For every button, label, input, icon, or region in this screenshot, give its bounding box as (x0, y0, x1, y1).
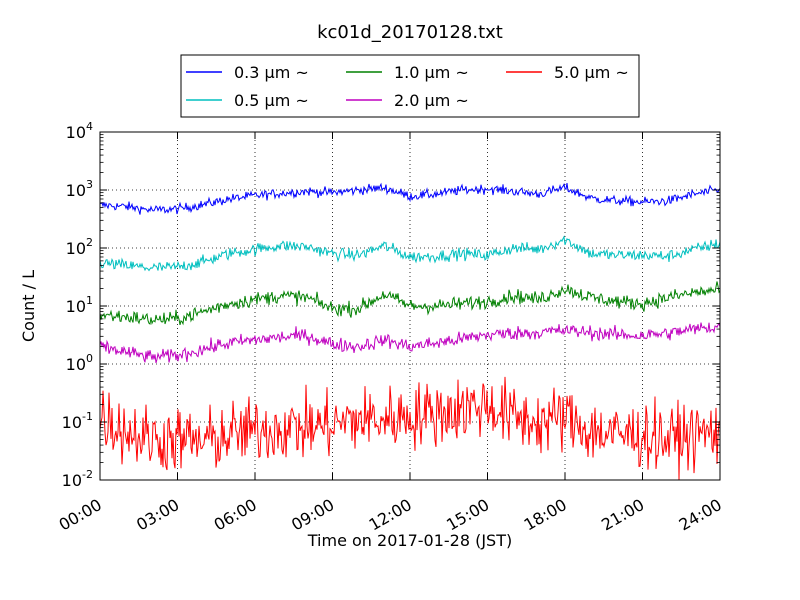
chart-title: kc01d_20170128.txt (317, 22, 503, 43)
y-tick-labels: 10-2 10-1 100 101 102 103 104 (62, 120, 93, 490)
legend: 0.3 μm ~ 0.5 μm ~ 1.0 μm ~ 2.0 μm ~ 5.0 μm ~ (180, 54, 640, 118)
x-tick-label: 18:00 (521, 495, 570, 535)
x-axis-label: Time on 2017-01-28 (JST) (307, 531, 512, 550)
gridlines (100, 132, 720, 480)
axis-ticks (99, 131, 721, 481)
legend-label: 0.3 μm ~ (234, 63, 309, 82)
y-tick-label: 10-2 (62, 468, 93, 490)
x-tick-label: 00:00 (56, 495, 105, 535)
legend-items: 0.3 μm ~ 0.5 μm ~ 1.0 μm ~ 2.0 μm ~ 5.0 μm ~ (186, 63, 629, 110)
x-tick-label: 12:00 (366, 495, 415, 535)
series-lines (99, 182, 721, 481)
legend-label: 0.5 μm ~ (234, 91, 309, 110)
x-tick-label: 03:00 (133, 495, 182, 535)
y-tick-label: 10-1 (62, 410, 93, 432)
x-tick-label: 24:00 (676, 495, 725, 535)
x-tick-label: 06:00 (211, 495, 260, 535)
legend-label: 1.0 μm ~ (394, 63, 469, 82)
series-line-2 (99, 235, 721, 272)
legend-label: 5.0 μm ~ (554, 63, 629, 82)
x-tick-label: 21:00 (598, 495, 647, 535)
series-line-5 (99, 376, 721, 481)
y-tick-label: 102 (66, 236, 93, 258)
x-tick-label: 15:00 (443, 495, 492, 535)
legend-label: 2.0 μm ~ (394, 91, 469, 110)
x-tick-labels: 00:00 03:00 06:00 09:00 12:00 15:00 18:00 21:00… (56, 495, 725, 535)
x-tick-label: 09:00 (288, 495, 337, 535)
series-line-3 (99, 281, 721, 326)
y-tick-label: 103 (66, 178, 93, 200)
y-tick-label: 100 (66, 352, 93, 374)
legend-frame (180, 54, 640, 118)
series-line-4 (99, 322, 721, 364)
series-line-1 (99, 182, 721, 215)
y-tick-label: 104 (66, 120, 93, 142)
y-tick-label: 101 (66, 294, 93, 316)
y-axis-label: Count / L (19, 270, 38, 342)
